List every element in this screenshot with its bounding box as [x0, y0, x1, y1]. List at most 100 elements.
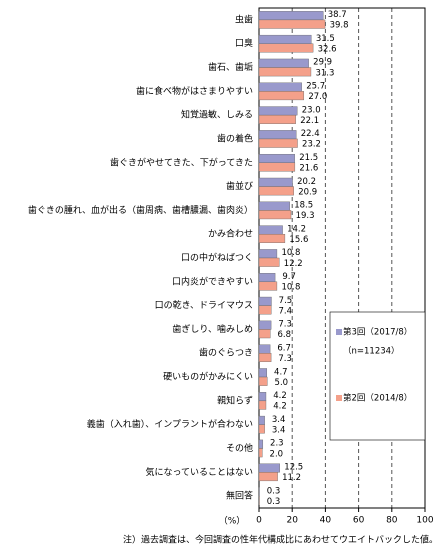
x-tick-label: 60 — [353, 516, 365, 526]
y-tick-label: 無回答 — [226, 490, 253, 502]
bar — [259, 258, 279, 267]
bar — [259, 226, 283, 235]
y-tick-label: かみ合わせ — [208, 228, 253, 240]
y-tick-label: 口の乾き、ドライマウス — [155, 299, 253, 311]
value-label: 5.0 — [275, 378, 289, 388]
footnote: 注）過去調査は、今回調査の性年代構成比にあわせてウエイトバックした値。 — [123, 534, 438, 546]
value-label: 31.3 — [315, 68, 334, 78]
value-label: 6.8 — [278, 330, 292, 340]
value-label: 21.5 — [299, 153, 318, 163]
bar — [259, 20, 325, 29]
bar — [259, 440, 263, 449]
value-label: 3.4 — [272, 425, 286, 435]
y-tick-label: 口の中がねばつく — [181, 252, 253, 264]
value-label: 4.7 — [274, 367, 288, 377]
bar — [259, 202, 290, 211]
bar — [259, 425, 265, 434]
bar — [259, 210, 291, 219]
value-label: 0.3 — [267, 497, 281, 507]
bar — [259, 91, 304, 100]
value-label: 15.6 — [289, 235, 308, 245]
y-tick-label: 歯並び — [226, 180, 253, 192]
y-tick-label: 虫歯 — [235, 13, 253, 25]
y-tick-label: その他 — [226, 442, 253, 454]
bar — [259, 68, 311, 77]
value-label: 20.2 — [297, 177, 316, 187]
y-tick-label: 歯の着色 — [217, 132, 253, 144]
value-label: 10.8 — [281, 248, 300, 258]
bar — [259, 178, 293, 187]
legend-note: （n=11234） — [343, 346, 400, 357]
value-label: 12.5 — [284, 463, 303, 473]
bar — [259, 44, 313, 53]
value-label: 2.0 — [270, 449, 284, 459]
bar — [259, 401, 266, 410]
value-label: 23.0 — [302, 105, 321, 115]
x-tick-label: 80 — [386, 516, 398, 526]
value-label: 2.3 — [270, 439, 284, 449]
value-label: 7.4 — [279, 306, 293, 316]
bar — [259, 392, 266, 401]
value-label: 4.2 — [273, 391, 287, 401]
value-label: 22.1 — [300, 116, 319, 126]
legend-swatch — [336, 329, 342, 335]
bar — [259, 59, 309, 68]
bar — [259, 187, 294, 196]
bar — [259, 130, 296, 139]
y-tick-label: 親知らず — [217, 394, 253, 406]
value-label: 39.8 — [330, 21, 349, 31]
y-tick-label: 歯ぎしり、噛みしめ — [172, 323, 253, 335]
bar — [259, 472, 278, 481]
y-tick-label: 口臭 — [235, 37, 253, 49]
legend-swatch — [336, 395, 342, 401]
bar — [259, 464, 280, 473]
y-tick-label: 口内炎ができやすい — [172, 275, 253, 287]
value-label: 4.2 — [273, 402, 287, 412]
value-label: 9.7 — [282, 272, 296, 282]
bar — [259, 107, 297, 116]
bar — [259, 345, 270, 354]
bar — [259, 416, 265, 425]
y-tick-label: 歯ぐきがやせてきた、下がってきた — [110, 156, 253, 168]
bar — [259, 83, 302, 92]
value-label: 31.5 — [316, 34, 335, 44]
bar — [259, 282, 277, 291]
value-label: 19.3 — [296, 211, 315, 221]
bar — [259, 273, 275, 282]
value-label: 21.6 — [299, 164, 318, 174]
value-label: 23.2 — [302, 140, 321, 150]
bar — [259, 115, 296, 124]
x-axis-label: （%） — [219, 516, 246, 527]
value-label: 7.5 — [279, 296, 293, 306]
y-tick-label: 歯に食べ物がはさまりやすい — [136, 85, 253, 97]
legend-label: 第2回（2014/8） — [343, 393, 412, 404]
bar — [259, 306, 271, 315]
x-tick-label: 40 — [320, 516, 332, 526]
value-label: 10.8 — [281, 283, 300, 293]
bar — [259, 377, 267, 386]
y-tick-label: 知覚過敏、しみる — [181, 109, 253, 121]
value-label: 27.0 — [308, 92, 327, 102]
value-label: 3.4 — [272, 415, 286, 425]
bar — [259, 249, 277, 258]
value-label: 12.2 — [284, 259, 303, 269]
bar — [259, 163, 295, 172]
x-tick-label: 0 — [256, 516, 262, 526]
bar — [259, 297, 271, 306]
bar — [259, 329, 270, 338]
bar — [259, 353, 271, 362]
x-tick-label: 20 — [286, 516, 298, 526]
bar — [259, 11, 323, 20]
value-label: 20.9 — [298, 187, 317, 197]
y-tick-label: 硬いものがかみにくい — [163, 371, 253, 383]
bar — [259, 448, 262, 457]
value-label: 18.5 — [294, 201, 313, 211]
y-tick-label: 歯ぐきの腫れ、血が出る（歯周病、歯槽膿漏、歯肉炎） — [28, 204, 253, 216]
y-tick-label: 気になっていることはない — [145, 466, 253, 478]
y-tick-label: 歯のぐらつき — [199, 347, 253, 359]
value-label: 29.9 — [313, 58, 332, 68]
value-label: 11.2 — [282, 473, 301, 483]
value-label: 7.3 — [278, 354, 292, 364]
value-label: 38.7 — [328, 10, 347, 20]
